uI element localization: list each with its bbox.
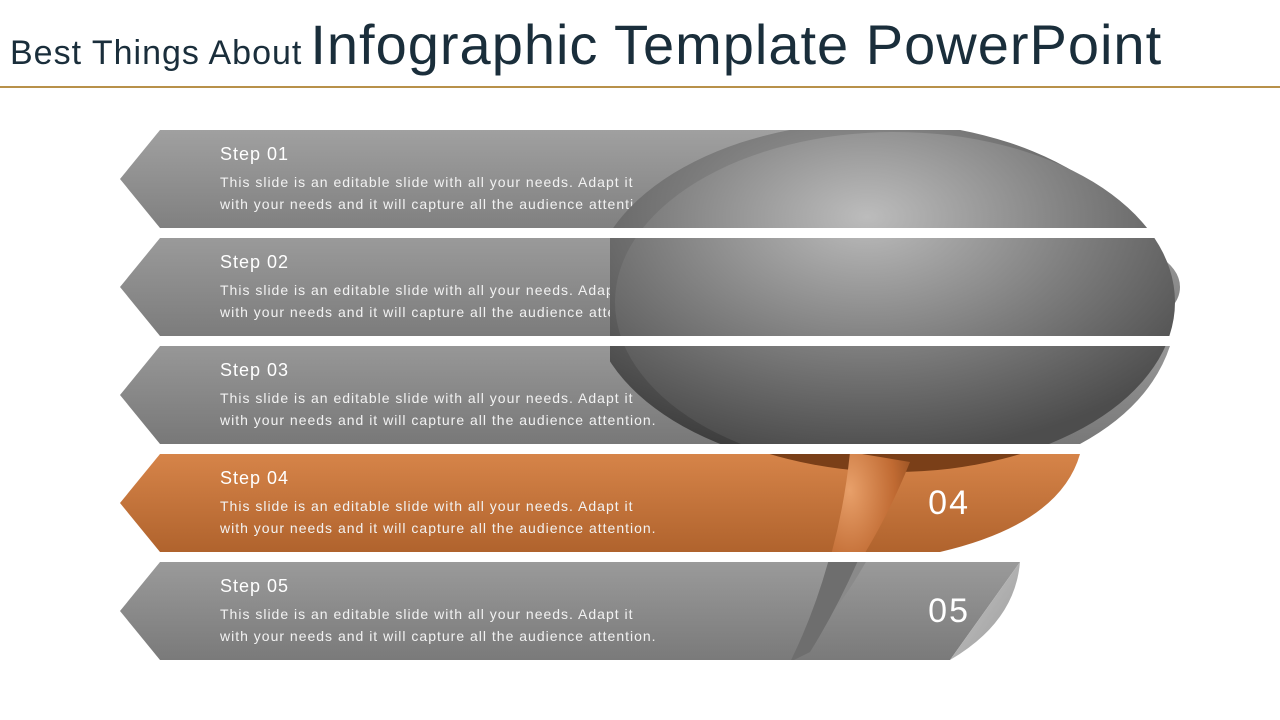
step-04-text: Step 04 This slide is an editable slide … [220, 468, 660, 540]
step-04-label: Step 04 [220, 468, 660, 489]
step-05: Step 05 This slide is an editable slide … [120, 562, 1020, 660]
step-02: Step 02 This slide is an editable slide … [120, 238, 1180, 336]
step-01-label: Step 01 [220, 144, 660, 165]
step-05-desc: This slide is an editable slide with all… [220, 603, 660, 648]
step-04-number: 04 [928, 484, 970, 523]
step-03-label: Step 03 [220, 360, 660, 381]
step-02-number: 02 [928, 268, 970, 307]
step-02-text: Step 02 This slide is an editable slide … [220, 252, 660, 324]
step-01: Step 01 This slide is an editable slide … [120, 130, 1090, 228]
step-01-text: Step 01 This slide is an editable slide … [220, 144, 660, 216]
step-03-number: 03 [928, 376, 970, 415]
step-04: Step 04 This slide is an editable slide … [120, 454, 1100, 552]
step-03-text: Step 03 This slide is an editable slide … [220, 360, 660, 432]
step-04-desc: This slide is an editable slide with all… [220, 495, 660, 540]
step-01-desc: This slide is an editable slide with all… [220, 171, 660, 216]
slide: Best Things About Infographic Template P… [0, 0, 1280, 720]
title-main: Infographic Template PowerPoint [310, 12, 1162, 77]
step-02-label: Step 02 [220, 252, 660, 273]
step-01-number: 01 [928, 160, 970, 199]
step-05-number: 05 [928, 592, 970, 631]
step-05-label: Step 05 [220, 576, 660, 597]
step-03: Step 03 This slide is an editable slide … [120, 346, 1170, 444]
steps-container: Step 01 This slide is an editable slide … [120, 130, 1180, 690]
step-02-desc: This slide is an editable slide with all… [220, 279, 660, 324]
title-prefix: Best Things About [10, 34, 302, 73]
step-03-desc: This slide is an editable slide with all… [220, 387, 660, 432]
title-underline [0, 86, 1280, 88]
step-05-text: Step 05 This slide is an editable slide … [220, 576, 660, 648]
slide-title: Best Things About Infographic Template P… [10, 12, 1270, 82]
